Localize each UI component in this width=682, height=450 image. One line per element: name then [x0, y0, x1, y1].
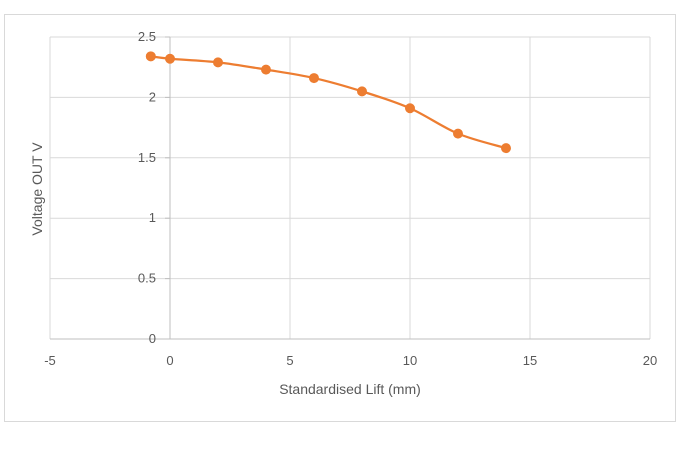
y-tick-label: 1 [149, 210, 156, 225]
series [145, 51, 511, 154]
gridlines [49, 36, 651, 340]
data-point [145, 51, 156, 62]
x-tick-label: 0 [166, 353, 173, 368]
series-line [150, 55, 507, 150]
y-tick-labels: 0 0.5 1 1.5 2 2.5 [138, 29, 156, 346]
data-point [405, 103, 415, 114]
data-point [453, 128, 463, 139]
x-tick-labels: -5 0 5 10 15 20 [44, 353, 657, 368]
x-tick-label: 5 [286, 353, 293, 368]
data-point [501, 143, 511, 154]
x-tick-label: 20 [643, 353, 657, 368]
data-point [261, 64, 271, 75]
y-tick-label: 2 [149, 89, 156, 104]
y-tick-label: 1.5 [138, 150, 156, 165]
y-tick-label: 0 [149, 331, 156, 346]
y-tick-label: 2.5 [138, 29, 156, 44]
data-point [213, 57, 223, 68]
data-point [165, 53, 175, 64]
x-tick-label: 15 [523, 353, 537, 368]
data-point [357, 86, 367, 97]
x-tick-label: -5 [44, 353, 56, 368]
y-tick-label: 0.5 [138, 271, 156, 286]
x-axis-title: Standardised Lift (mm) [279, 381, 421, 397]
x-tick-label: 10 [403, 353, 417, 368]
data-point [309, 73, 319, 84]
y-axis-title: Voltage OUT V [29, 142, 45, 236]
axes [50, 36, 650, 340]
